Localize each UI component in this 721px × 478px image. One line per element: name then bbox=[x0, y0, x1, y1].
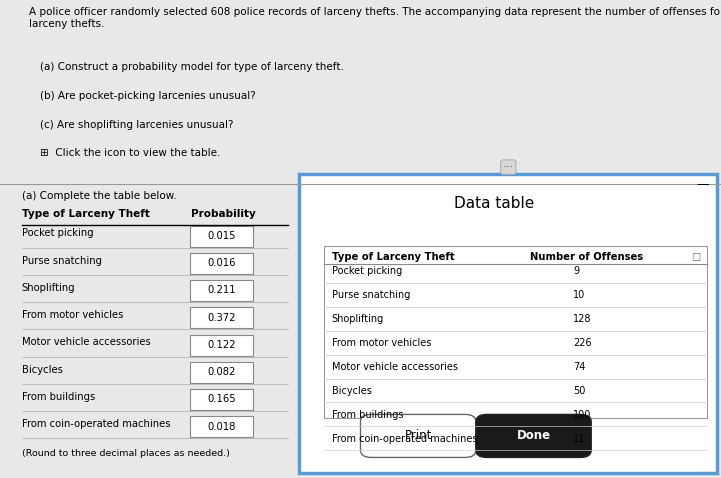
Text: Motor vehicle accessories: Motor vehicle accessories bbox=[332, 362, 458, 372]
Text: □: □ bbox=[691, 252, 701, 262]
Text: Pocket picking: Pocket picking bbox=[332, 266, 402, 276]
Text: 50: 50 bbox=[573, 386, 585, 396]
Text: From coin-operated machines: From coin-operated machines bbox=[332, 434, 477, 444]
Text: Done: Done bbox=[516, 429, 551, 443]
Text: 9: 9 bbox=[573, 266, 579, 276]
Text: Number of Offenses: Number of Offenses bbox=[530, 252, 643, 262]
FancyBboxPatch shape bbox=[190, 416, 253, 437]
Text: A police officer randomly selected 608 police records of larceny thefts. The acc: A police officer randomly selected 608 p… bbox=[29, 7, 721, 29]
Text: (Round to three decimal places as needed.): (Round to three decimal places as needed… bbox=[22, 449, 229, 458]
FancyBboxPatch shape bbox=[476, 414, 591, 457]
Text: 0.016: 0.016 bbox=[207, 258, 236, 268]
Text: Type of Larceny Theft: Type of Larceny Theft bbox=[332, 252, 454, 262]
Text: Shoplifting: Shoplifting bbox=[332, 314, 384, 324]
FancyBboxPatch shape bbox=[190, 226, 253, 247]
Text: 0.165: 0.165 bbox=[207, 394, 236, 404]
FancyBboxPatch shape bbox=[299, 174, 717, 473]
Text: ⊞  Click the icon to view the table.: ⊞ Click the icon to view the table. bbox=[40, 148, 220, 158]
Text: Shoplifting: Shoplifting bbox=[22, 283, 75, 293]
Text: 0.211: 0.211 bbox=[207, 285, 236, 295]
Text: 0.122: 0.122 bbox=[207, 340, 236, 350]
Text: Bicycles: Bicycles bbox=[22, 365, 63, 375]
Text: Purse snatching: Purse snatching bbox=[22, 256, 102, 266]
Text: 11: 11 bbox=[573, 434, 585, 444]
Text: Pocket picking: Pocket picking bbox=[22, 228, 93, 239]
FancyBboxPatch shape bbox=[324, 246, 707, 418]
Text: 0.372: 0.372 bbox=[207, 313, 236, 323]
Text: 226: 226 bbox=[573, 338, 592, 348]
Text: 10: 10 bbox=[573, 290, 585, 300]
Text: (b) Are pocket-picking larcenies unusual?: (b) Are pocket-picking larcenies unusual… bbox=[40, 91, 255, 101]
Text: 0.018: 0.018 bbox=[207, 422, 236, 432]
Text: Purse snatching: Purse snatching bbox=[332, 290, 410, 300]
Text: From motor vehicles: From motor vehicles bbox=[332, 338, 431, 348]
Text: Bicycles: Bicycles bbox=[332, 386, 371, 396]
Text: —: — bbox=[696, 178, 709, 191]
FancyBboxPatch shape bbox=[190, 335, 253, 356]
Text: Motor vehicle accessories: Motor vehicle accessories bbox=[22, 337, 151, 348]
Text: ···: ··· bbox=[503, 162, 514, 172]
Text: From buildings: From buildings bbox=[22, 392, 95, 402]
FancyBboxPatch shape bbox=[190, 362, 253, 383]
Text: Print: Print bbox=[404, 429, 432, 443]
Text: From motor vehicles: From motor vehicles bbox=[22, 310, 123, 320]
Text: 0.082: 0.082 bbox=[207, 367, 236, 377]
Text: (c) Are shoplifting larcenies unusual?: (c) Are shoplifting larcenies unusual? bbox=[40, 120, 233, 130]
Text: Type of Larceny Theft: Type of Larceny Theft bbox=[22, 209, 149, 219]
Text: 0.015: 0.015 bbox=[207, 231, 236, 241]
FancyBboxPatch shape bbox=[190, 307, 253, 328]
Text: 74: 74 bbox=[573, 362, 585, 372]
Text: (a) Construct a probability model for type of larceny theft.: (a) Construct a probability model for ty… bbox=[40, 62, 343, 72]
Text: 128: 128 bbox=[573, 314, 592, 324]
Text: (a) Complete the table below.: (a) Complete the table below. bbox=[22, 191, 176, 201]
FancyBboxPatch shape bbox=[360, 414, 476, 457]
Text: From coin-operated machines: From coin-operated machines bbox=[22, 419, 170, 429]
FancyBboxPatch shape bbox=[190, 253, 253, 274]
FancyBboxPatch shape bbox=[190, 389, 253, 410]
Text: Data table: Data table bbox=[454, 196, 534, 211]
FancyBboxPatch shape bbox=[190, 280, 253, 301]
Text: Probability: Probability bbox=[191, 209, 256, 219]
Text: From buildings: From buildings bbox=[332, 410, 403, 420]
Text: 100: 100 bbox=[573, 410, 591, 420]
